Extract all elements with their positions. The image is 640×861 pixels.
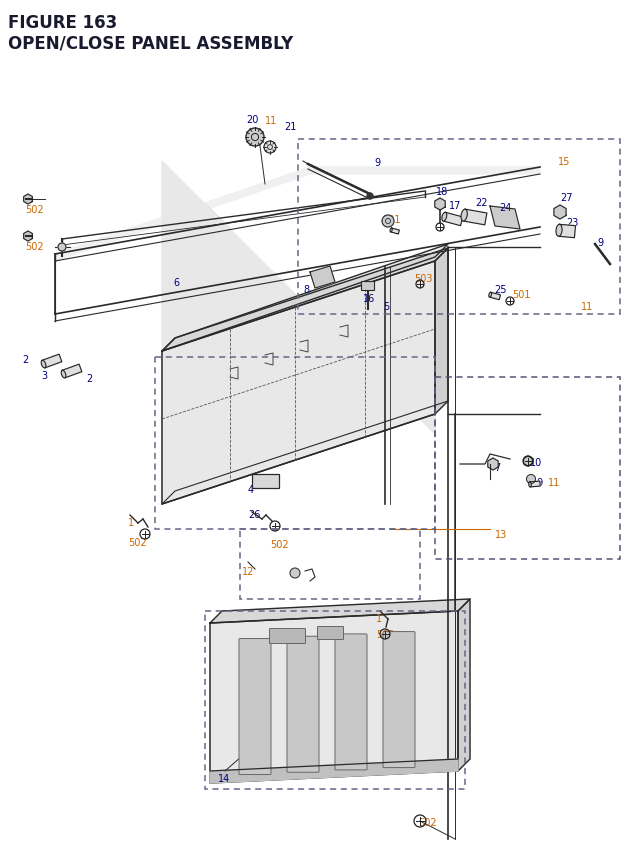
Ellipse shape bbox=[442, 213, 447, 222]
Text: 25: 25 bbox=[494, 285, 506, 294]
Polygon shape bbox=[162, 162, 435, 435]
Text: 13: 13 bbox=[495, 530, 508, 539]
Text: 16: 16 bbox=[363, 294, 375, 304]
FancyBboxPatch shape bbox=[335, 635, 367, 770]
Text: 501: 501 bbox=[512, 289, 531, 300]
Text: 502: 502 bbox=[418, 817, 436, 827]
FancyBboxPatch shape bbox=[383, 632, 415, 768]
FancyBboxPatch shape bbox=[239, 639, 271, 775]
Ellipse shape bbox=[41, 361, 46, 369]
Text: 502: 502 bbox=[25, 205, 44, 214]
Bar bbox=[155, 357, 435, 530]
Bar bbox=[205, 611, 465, 789]
Polygon shape bbox=[162, 249, 448, 351]
Text: 6: 6 bbox=[173, 278, 179, 288]
Polygon shape bbox=[162, 245, 448, 351]
Text: 18: 18 bbox=[436, 187, 448, 197]
Text: 11: 11 bbox=[581, 301, 593, 312]
Polygon shape bbox=[463, 210, 487, 226]
Polygon shape bbox=[42, 355, 62, 369]
Polygon shape bbox=[207, 207, 230, 230]
Circle shape bbox=[367, 194, 373, 200]
Text: 22: 22 bbox=[475, 198, 488, 208]
Polygon shape bbox=[435, 249, 448, 414]
Text: 27: 27 bbox=[560, 193, 573, 202]
Circle shape bbox=[246, 129, 264, 147]
Text: 4: 4 bbox=[248, 485, 254, 494]
Text: 26: 26 bbox=[248, 510, 260, 519]
Text: 24: 24 bbox=[499, 202, 511, 213]
Polygon shape bbox=[559, 225, 575, 238]
Polygon shape bbox=[62, 365, 82, 378]
Text: 5: 5 bbox=[383, 301, 389, 312]
Polygon shape bbox=[488, 458, 498, 470]
Text: 2: 2 bbox=[22, 355, 28, 364]
FancyBboxPatch shape bbox=[287, 636, 319, 772]
Text: 502: 502 bbox=[128, 537, 147, 548]
Polygon shape bbox=[490, 207, 520, 230]
Text: 7: 7 bbox=[494, 462, 500, 473]
Text: 11: 11 bbox=[548, 478, 560, 487]
Bar bbox=[240, 530, 420, 599]
Polygon shape bbox=[210, 759, 458, 784]
Circle shape bbox=[382, 216, 394, 228]
Text: OPEN/CLOSE PANEL ASSEMBLY: OPEN/CLOSE PANEL ASSEMBLY bbox=[8, 34, 293, 52]
Text: 502: 502 bbox=[376, 629, 395, 639]
Text: 17: 17 bbox=[449, 201, 461, 211]
Polygon shape bbox=[530, 481, 540, 487]
Polygon shape bbox=[210, 611, 458, 784]
FancyBboxPatch shape bbox=[253, 475, 280, 489]
Polygon shape bbox=[490, 293, 500, 300]
Text: 9: 9 bbox=[597, 238, 603, 248]
Ellipse shape bbox=[461, 210, 467, 222]
Text: 10: 10 bbox=[530, 457, 542, 468]
Circle shape bbox=[290, 568, 300, 579]
Text: 1: 1 bbox=[376, 613, 382, 623]
Polygon shape bbox=[55, 168, 540, 262]
Ellipse shape bbox=[529, 482, 531, 487]
Circle shape bbox=[264, 142, 276, 154]
Text: 19: 19 bbox=[532, 478, 544, 487]
Polygon shape bbox=[24, 232, 33, 242]
Bar bbox=[435, 378, 620, 560]
Text: 502: 502 bbox=[25, 242, 44, 251]
Text: 3: 3 bbox=[41, 370, 47, 381]
Text: 15: 15 bbox=[558, 157, 570, 167]
Polygon shape bbox=[24, 195, 33, 205]
FancyBboxPatch shape bbox=[362, 282, 374, 291]
FancyBboxPatch shape bbox=[317, 627, 344, 640]
Text: 9: 9 bbox=[374, 158, 380, 168]
Text: 8: 8 bbox=[303, 285, 309, 294]
Text: 14: 14 bbox=[218, 773, 230, 784]
Text: FIGURE 163: FIGURE 163 bbox=[8, 14, 117, 32]
Polygon shape bbox=[435, 199, 445, 211]
Polygon shape bbox=[554, 206, 566, 220]
Text: 23: 23 bbox=[566, 218, 579, 228]
Text: 1: 1 bbox=[128, 517, 134, 528]
Text: 501: 501 bbox=[382, 214, 401, 225]
Ellipse shape bbox=[489, 293, 492, 298]
Polygon shape bbox=[310, 267, 335, 288]
Circle shape bbox=[58, 244, 66, 251]
Text: 503: 503 bbox=[414, 274, 433, 283]
Text: 20: 20 bbox=[246, 115, 259, 125]
Text: 11: 11 bbox=[265, 116, 277, 126]
Polygon shape bbox=[524, 456, 532, 467]
FancyBboxPatch shape bbox=[269, 629, 305, 644]
Circle shape bbox=[527, 475, 536, 484]
Text: 21: 21 bbox=[284, 122, 296, 132]
Polygon shape bbox=[443, 213, 463, 226]
Polygon shape bbox=[458, 599, 470, 771]
Text: 2: 2 bbox=[86, 374, 92, 383]
Polygon shape bbox=[162, 262, 435, 505]
Ellipse shape bbox=[556, 225, 562, 237]
Ellipse shape bbox=[390, 229, 392, 232]
Ellipse shape bbox=[61, 371, 66, 379]
Text: 12: 12 bbox=[242, 567, 254, 576]
Polygon shape bbox=[390, 229, 399, 235]
Polygon shape bbox=[210, 599, 470, 623]
Text: 502: 502 bbox=[270, 539, 289, 549]
Bar bbox=[298, 139, 620, 314]
